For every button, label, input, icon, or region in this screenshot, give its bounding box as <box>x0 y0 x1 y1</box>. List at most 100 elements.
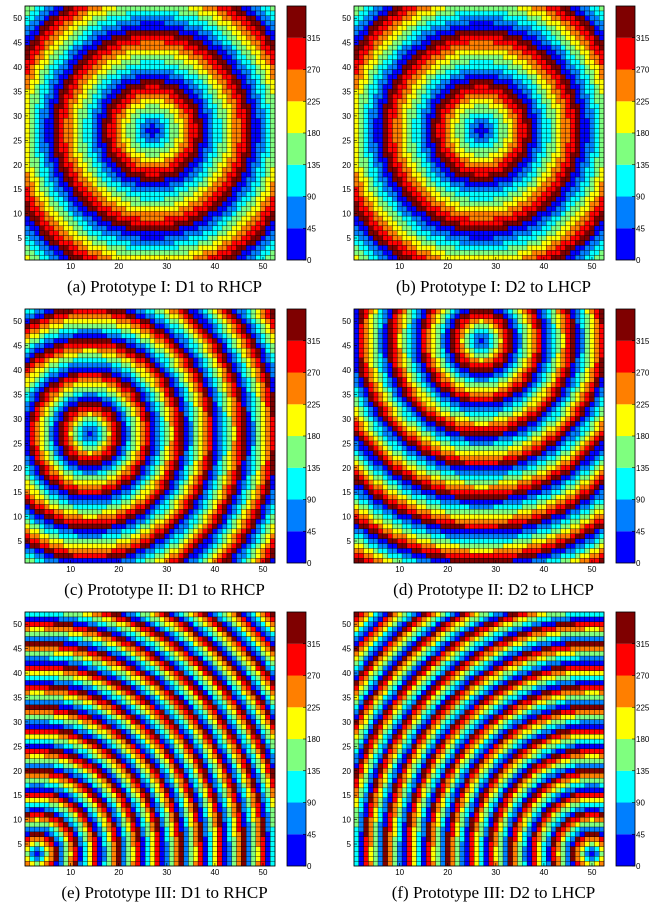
heatmap-cell <box>116 113 122 119</box>
heatmap-cell <box>92 59 98 65</box>
heatmap-cell <box>478 181 485 187</box>
heatmap-cell <box>449 235 456 241</box>
heatmap-cell <box>449 220 456 227</box>
heatmap-cell <box>469 132 475 139</box>
heatmap-cell <box>135 49 141 56</box>
heatmap-cell <box>411 98 417 104</box>
heatmap-cell <box>560 132 566 139</box>
heatmap-cell <box>68 123 74 129</box>
heatmap-cell <box>560 118 566 124</box>
heatmap-cell <box>493 162 499 168</box>
heatmap-cell <box>474 127 480 134</box>
heatmap-cell <box>135 191 141 197</box>
heatmap-cell <box>77 35 83 41</box>
heatmap-cell <box>368 181 374 187</box>
heatmap-cell <box>502 250 509 256</box>
heatmap-cell <box>87 93 93 100</box>
heatmap-cell <box>96 79 103 85</box>
heatmap-cell <box>474 210 480 217</box>
heatmap-cell <box>353 69 360 75</box>
heatmap-cell <box>77 15 83 21</box>
heatmap-cell <box>368 113 374 119</box>
heatmap-cell <box>169 171 175 178</box>
heatmap-cell <box>159 108 165 114</box>
heatmap-cell <box>430 245 436 251</box>
heatmap-cell <box>579 215 585 222</box>
heatmap-cell <box>231 127 237 134</box>
heatmap-cell <box>478 83 485 90</box>
heatmap-cell <box>589 79 595 85</box>
heatmap-cell <box>92 171 98 178</box>
heatmap-cell <box>212 103 218 109</box>
heatmap-cell <box>245 152 252 158</box>
heatmap-cell <box>96 88 103 95</box>
heatmap-cell <box>202 93 208 100</box>
heatmap-cell <box>387 176 393 183</box>
heatmap-cell <box>183 108 189 114</box>
heatmap-cell <box>173 118 180 124</box>
heatmap-cell <box>164 132 170 139</box>
heatmap-cell <box>392 54 398 60</box>
heatmap-cell <box>68 40 74 46</box>
heatmap-cell <box>570 108 576 114</box>
heatmap-cell <box>96 196 103 202</box>
heatmap-cell <box>87 220 93 227</box>
heatmap-cell <box>440 113 446 119</box>
heatmap-cell <box>135 118 141 124</box>
heatmap-cell <box>363 69 369 75</box>
heatmap-cell <box>149 186 156 192</box>
heatmap-cell <box>197 132 204 139</box>
heatmap-cell <box>459 235 465 241</box>
heatmap-cell <box>250 5 256 12</box>
heatmap-cell <box>584 167 590 173</box>
heatmap-cell <box>101 69 107 75</box>
heatmap-cell <box>63 215 69 222</box>
heatmap-cell <box>140 201 146 207</box>
heatmap-cell <box>130 127 136 134</box>
heatmap-cell <box>164 176 170 183</box>
heatmap-cell <box>411 250 417 256</box>
heatmap-cell <box>221 20 228 26</box>
heatmap-cell <box>178 235 184 241</box>
heatmap-cell <box>58 83 64 90</box>
heatmap-cell <box>48 157 55 163</box>
heatmap-cell <box>574 137 581 143</box>
heatmap-cell <box>574 132 581 139</box>
heatmap-cell <box>589 250 595 256</box>
heatmap-cell <box>48 171 55 178</box>
heatmap-cell <box>382 142 388 148</box>
heatmap-cell <box>255 210 261 217</box>
heatmap-cell <box>536 196 542 202</box>
heatmap-cell <box>488 254 494 261</box>
heatmap-cell <box>493 88 499 95</box>
heatmap-cell <box>58 25 64 31</box>
heatmap-cell <box>169 59 175 65</box>
heatmap-cell <box>377 54 384 60</box>
heatmap-cell <box>570 196 576 202</box>
heatmap-cell <box>430 230 436 236</box>
heatmap-cell <box>584 79 590 85</box>
heatmap-cell <box>270 215 276 222</box>
heatmap-cell <box>96 167 103 173</box>
heatmap-cell <box>531 254 537 261</box>
heatmap-cell <box>164 5 170 12</box>
heatmap-cell <box>58 235 64 241</box>
heatmap-cell <box>555 171 561 178</box>
heatmap-cell <box>63 20 69 26</box>
heatmap-cell <box>245 235 252 241</box>
heatmap-cell <box>226 162 232 168</box>
heatmap-cell <box>231 162 237 168</box>
heatmap-cell <box>430 191 436 197</box>
heatmap-cell <box>502 152 509 158</box>
heatmap-cell <box>546 74 552 80</box>
heatmap-cell <box>599 220 605 227</box>
heatmap-cell <box>53 191 59 197</box>
heatmap-cell <box>58 103 64 109</box>
heatmap-cell <box>188 127 194 134</box>
heatmap-cell <box>34 210 40 217</box>
heatmap-cell <box>149 20 156 26</box>
heatmap-cell <box>579 142 585 148</box>
heatmap-cell <box>531 79 537 85</box>
heatmap-cell <box>212 147 218 153</box>
heatmap-cell <box>570 206 576 212</box>
